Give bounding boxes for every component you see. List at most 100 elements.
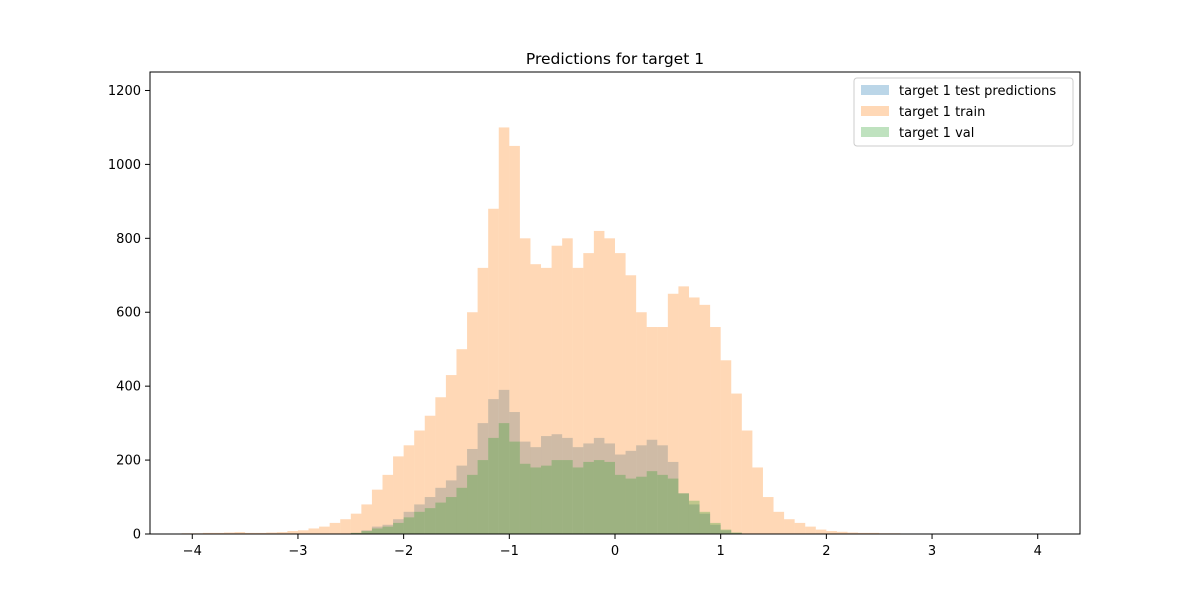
bar-target-1-train	[319, 526, 330, 534]
bar-target-1-val	[636, 476, 647, 534]
x-tick-label: −4	[183, 544, 202, 559]
bar-target-1-val	[562, 460, 573, 534]
bar-target-1-train	[276, 532, 288, 534]
bar-target-1-test-predictions	[583, 443, 594, 534]
series-target-1-val	[350, 423, 742, 534]
bar-target-1-val	[467, 474, 478, 534]
bar-target-1-train	[519, 238, 531, 534]
bar-target-1-train	[625, 275, 637, 534]
legend-frame	[853, 77, 1074, 147]
bar-target-1-train	[815, 529, 827, 534]
bar-target-1-test-predictions	[731, 532, 742, 534]
y-tick-label: 600	[116, 306, 141, 321]
bar-target-1-test-predictions	[541, 436, 552, 534]
chart-title: Predictions for target 1	[526, 50, 704, 68]
bar-target-1-test-predictions	[551, 434, 563, 534]
bar-target-1-train	[667, 293, 679, 534]
bar-target-1-val	[720, 529, 732, 534]
bar-target-1-train	[784, 519, 795, 534]
bar-target-1-train	[456, 349, 468, 534]
bar-target-1-test-predictions	[593, 437, 605, 534]
y-tick-label: 1000	[108, 158, 141, 173]
bar-target-1-val	[625, 478, 637, 534]
bar-target-1-test-predictions	[456, 465, 468, 534]
bar-target-1-train	[731, 393, 742, 534]
bar-target-1-train	[361, 504, 372, 534]
legend-swatch-test	[861, 85, 889, 95]
bars-layer	[181, 127, 943, 535]
bar-target-1-val	[382, 526, 394, 534]
bar-target-1-test-predictions	[615, 454, 626, 534]
bar-target-1-test-predictions	[445, 480, 457, 534]
bar-target-1-test-predictions	[371, 526, 383, 534]
y-tick-label: 0	[133, 528, 141, 543]
bar-target-1-train	[636, 312, 647, 534]
bar-target-1-val	[699, 511, 711, 534]
legend-swatch-train	[861, 106, 889, 116]
bar-target-1-test-predictions	[382, 524, 394, 534]
bar-target-1-train	[847, 532, 859, 534]
x-tick-label: 1	[717, 544, 725, 559]
bar-target-1-val	[393, 522, 404, 534]
bar-target-1-val	[530, 467, 542, 534]
bar-target-1-train	[350, 513, 362, 534]
bar-target-1-val	[435, 502, 446, 534]
bar-target-1-train	[752, 467, 763, 534]
bar-target-1-train	[741, 430, 753, 534]
bar-target-1-test-predictions	[467, 448, 478, 534]
bar-target-1-test-predictions	[393, 519, 404, 534]
bar-target-1-train	[382, 474, 394, 534]
x-tick-label: 3	[928, 544, 936, 559]
bar-target-1-train	[488, 208, 499, 534]
bar-target-1-val	[498, 423, 510, 534]
x-tick-label: 4	[1034, 544, 1042, 559]
bar-target-1-val	[371, 528, 383, 534]
bar-target-1-train	[805, 526, 816, 534]
y-tick-label: 400	[116, 380, 141, 395]
x-tick-label: 2	[822, 544, 830, 559]
bar-target-1-val	[350, 532, 362, 534]
bar-target-1-train	[255, 532, 267, 534]
bar-target-1-test-predictions	[488, 399, 499, 534]
bar-target-1-test-predictions	[710, 524, 721, 534]
x-tick-label: −2	[394, 544, 413, 559]
bar-target-1-train	[467, 312, 478, 534]
x-tick-label: −1	[500, 544, 519, 559]
bar-target-1-train	[615, 253, 626, 534]
bar-target-1-val	[519, 463, 531, 534]
bar-target-1-val	[646, 471, 658, 534]
legend-swatch-val	[861, 127, 889, 137]
bar-target-1-val	[403, 517, 415, 534]
bar-target-1-train	[836, 531, 848, 534]
bar-target-1-test-predictions	[699, 513, 711, 534]
bar-target-1-val	[424, 508, 436, 534]
legend-label-test: target 1 test predictions	[899, 84, 1056, 99]
bar-target-1-test-predictions	[519, 441, 531, 534]
bar-target-1-val	[583, 461, 594, 534]
x-tick-label: 0	[611, 544, 619, 559]
bar-target-1-test-predictions	[350, 532, 362, 534]
bar-target-1-test-predictions	[636, 445, 647, 534]
bar-target-1-test-predictions	[625, 450, 637, 534]
bar-target-1-train	[424, 415, 436, 534]
y-tick-label: 200	[116, 454, 141, 469]
bar-target-1-train	[435, 397, 446, 534]
bar-target-1-val	[445, 497, 457, 534]
bar-target-1-val	[678, 493, 689, 534]
bar-target-1-val	[604, 461, 615, 534]
legend: target 1 test predictions target 1 train…	[853, 77, 1074, 147]
bar-target-1-train	[858, 532, 869, 534]
bar-target-1-train	[688, 297, 700, 534]
bar-target-1-train	[604, 238, 615, 534]
bar-target-1-train	[720, 360, 732, 534]
bar-target-1-train	[498, 127, 510, 534]
bar-target-1-train	[593, 230, 605, 534]
y-tick-label: 1200	[108, 84, 141, 99]
bar-target-1-test-predictions	[509, 412, 520, 534]
y-axis: 0 200 400 600 800 1000 1200	[108, 84, 150, 543]
bar-target-1-val	[488, 437, 499, 534]
bar-target-1-test-predictions	[657, 445, 668, 534]
bar-target-1-val	[572, 467, 584, 534]
bar-target-1-train	[234, 532, 246, 534]
bar-target-1-train	[773, 511, 785, 534]
